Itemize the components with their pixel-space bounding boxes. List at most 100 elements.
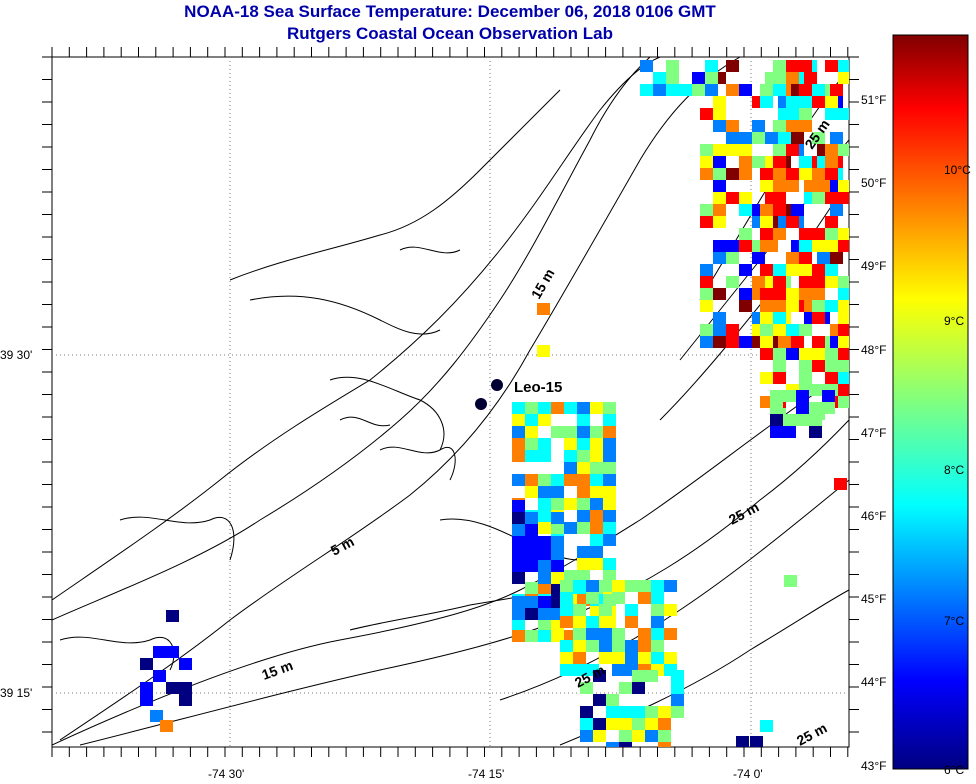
sst-pixel [580,718,593,730]
sst-pixel [739,204,752,216]
sst-pixel [838,372,849,384]
sst-pixel [726,84,739,96]
sst-pixel [786,252,799,264]
sst-pixel [773,84,786,96]
sst-pixel [713,240,726,252]
sst-pixel [700,168,713,180]
sst-pixel [551,548,564,560]
sst-pixel [760,720,773,732]
sst-pixel [671,682,684,694]
sst-pixel [804,180,817,192]
sst-pixel [640,84,653,96]
sst-pixel [786,144,799,156]
sst-pixel [525,560,538,572]
sst-pixel [512,450,525,462]
sst-pixel [700,300,713,312]
sst-pixel [140,682,153,694]
sst-pixel [726,168,739,180]
sst-pixel [603,522,616,534]
sst-pixel [752,252,765,264]
sst-pixel [564,570,577,582]
sst-pixel [590,474,603,486]
sst-pixel [525,486,538,498]
sst-pixel [750,736,763,747]
sst-pixel [606,706,619,718]
sst-pixel [739,192,752,204]
sst-pixel [739,288,752,300]
sst-pixel [551,560,564,572]
sst-pixel [817,252,830,264]
sst-pixel [825,348,838,360]
sst-pixel [512,608,525,620]
sst-pixel [796,414,809,426]
sst-pixel [632,718,645,730]
sst-pixel [799,60,812,72]
sst-pixel [612,640,625,652]
sst-pixel [812,96,825,108]
sst-pixel [773,168,786,180]
sst-pixel [773,72,786,84]
sst-pixel [825,372,838,384]
sst-pixel [564,498,577,510]
sst-pixel [760,300,773,312]
sst-pixel [580,682,593,694]
sst-pixel [664,628,677,640]
sst-pixel [586,628,599,640]
sst-pixel [153,646,166,658]
sst-pixel [603,438,616,450]
sst-pixel [603,462,616,474]
sst-pixel [817,180,830,192]
sst-pixel [625,616,638,628]
sst-pixel [812,360,825,372]
sst-pixel [653,72,666,84]
sst-pixel [593,670,606,682]
sst-pixel [822,402,835,414]
sst-pixel [705,60,718,72]
sst-pixel [638,592,651,604]
sst-pixel [773,204,786,216]
sst-pixel [179,658,192,670]
sst-pixel [799,264,812,276]
sst-pixel [739,264,752,276]
sst-pixel [812,228,825,240]
sst-pixel [638,628,651,640]
chart-subtitle: Rutgers Coastal Ocean Observation Lab [287,24,613,43]
sst-pixel [786,288,799,300]
sst-pixel [525,536,538,548]
sst-pixel [726,60,739,72]
sst-pixel [651,640,664,652]
sst-pixel [739,336,752,348]
sst-pixel [640,60,653,72]
colorbar-f-label: 46°F [861,509,886,523]
sst-pixel [692,72,705,84]
sst-pixel [577,414,590,426]
sst-pixel [825,240,838,252]
lat-label: 39 30' [0,348,32,362]
sst-pixel [577,570,590,582]
sst-pixel [538,438,551,450]
sst-pixel [658,730,671,742]
sst-pixel [760,372,773,384]
sst-pixel [512,524,525,536]
sst-pixel [736,736,749,747]
sst-pixel [179,682,192,694]
sst-pixel [786,300,799,312]
sst-pixel [638,652,651,664]
sst-pixel [564,522,577,534]
sst-pixel [525,582,538,594]
sst-pixel [512,512,525,524]
sst-pixel [538,582,551,594]
sst-pixel [786,168,799,180]
sst-pixel [825,168,838,180]
sst-pixel [809,414,822,426]
sst-pixel [590,426,603,438]
sst-pixel [838,276,849,288]
sst-pixel [653,84,666,96]
sst-pixel [577,546,590,558]
sst-pixel [799,288,812,300]
sst-pixel [658,706,671,718]
sst-pixel [812,276,825,288]
colorbar-f-label: 50°F [861,176,886,190]
lon-label: -74 0' [733,767,763,781]
colorbar-c-label: 9°C [944,314,964,328]
